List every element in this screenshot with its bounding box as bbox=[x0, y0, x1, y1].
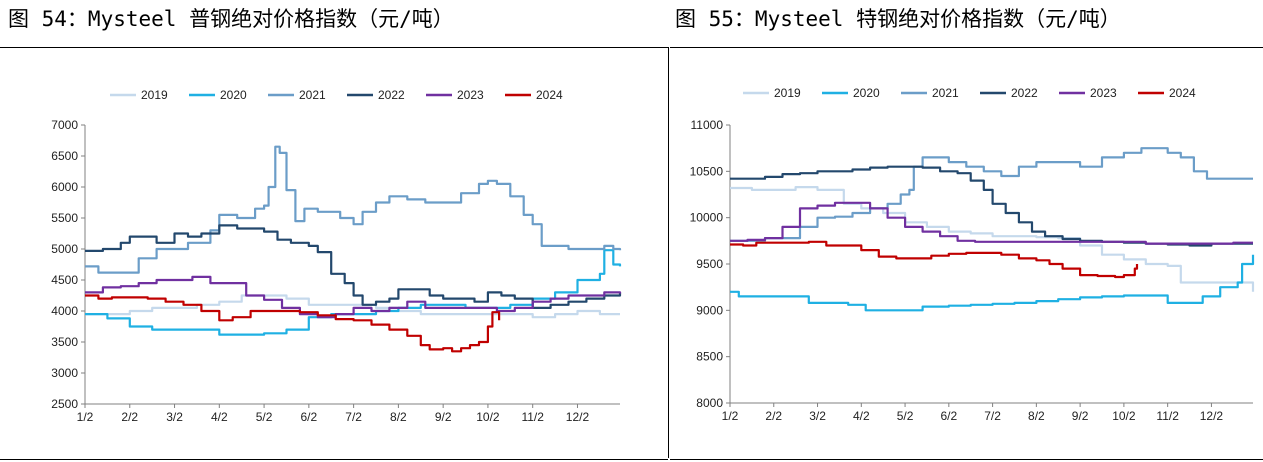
legend-label: 2019 bbox=[141, 88, 168, 102]
x-tick-label: 9/2 bbox=[1072, 409, 1089, 423]
x-tick-label: 10/2 bbox=[476, 410, 500, 424]
y-tick-label: 5000 bbox=[51, 242, 78, 256]
y-tick-label: 9000 bbox=[696, 303, 723, 317]
x-tick-label: 9/2 bbox=[435, 410, 452, 424]
legend-label: 2024 bbox=[536, 88, 563, 102]
bottom-divider bbox=[670, 459, 1263, 460]
series-line-2020 bbox=[730, 255, 1253, 311]
legend-label: 2020 bbox=[220, 88, 247, 102]
y-tick-label: 5500 bbox=[51, 211, 78, 225]
legend-item-2021: 2021 bbox=[268, 88, 326, 102]
x-tick-label: 4/2 bbox=[853, 409, 870, 423]
x-tick-label: 11/2 bbox=[1156, 409, 1179, 423]
legend-label: 2020 bbox=[853, 86, 880, 100]
legend-item-2020: 2020 bbox=[822, 86, 880, 100]
series-line-2021 bbox=[85, 147, 620, 273]
legend-item-2022: 2022 bbox=[347, 88, 405, 102]
chart-steel-index: 2500 3000 3500 4000 4500 5000 5500 6000 6500 7000… bbox=[0, 0, 668, 462]
y-tick-label: 10000 bbox=[690, 211, 724, 225]
legend-item-2023: 2023 bbox=[426, 88, 484, 102]
y-tick-label: 6500 bbox=[51, 149, 78, 163]
x-tick-label: 5/2 bbox=[256, 410, 273, 424]
x-tick-label: 6/2 bbox=[301, 410, 318, 424]
x-tick-label: 8/2 bbox=[390, 410, 407, 424]
series-line-2022 bbox=[85, 225, 620, 308]
legend-item-2019: 2019 bbox=[743, 86, 801, 100]
legend-item-2024: 2024 bbox=[505, 88, 563, 102]
y-tick-label: 3500 bbox=[51, 335, 78, 349]
legend-item-2024: 2024 bbox=[1138, 86, 1196, 100]
legend-label: 2021 bbox=[299, 88, 326, 102]
legend-label: 2022 bbox=[378, 88, 405, 102]
y-tick-label: 9500 bbox=[696, 257, 723, 271]
chart-panel-55: 图 55：Mysteel 特钢绝对价格指数（元/吨） 8000 8500 9000 9… bbox=[670, 0, 1263, 462]
legend-item-2020: 2020 bbox=[189, 88, 247, 102]
y-tick-label: 7000 bbox=[51, 118, 78, 132]
legend-label: 2022 bbox=[1011, 86, 1038, 100]
legend-label: 2024 bbox=[1169, 86, 1196, 100]
legend-label: 2023 bbox=[457, 88, 484, 102]
y-tick-label: 2500 bbox=[51, 397, 78, 411]
series-line-2023 bbox=[730, 203, 1253, 244]
x-tick-label: 3/2 bbox=[166, 410, 183, 424]
x-tick-label: 12/2 bbox=[1200, 409, 1224, 423]
legend-item-2021: 2021 bbox=[901, 86, 959, 100]
series-line-2024 bbox=[730, 242, 1137, 277]
x-tick-label: 1/2 bbox=[722, 409, 739, 423]
x-tick-label: 1/2 bbox=[77, 410, 94, 424]
x-tick-label: 2/2 bbox=[121, 410, 138, 424]
panel-separator bbox=[668, 47, 669, 458]
legend-label: 2021 bbox=[932, 86, 959, 100]
y-tick-label: 11000 bbox=[691, 118, 724, 132]
legend-item-2022: 2022 bbox=[980, 86, 1038, 100]
x-tick-label: 11/2 bbox=[521, 410, 544, 424]
chart-special-steel-index: 8000 8500 9000 9500 10000 10500 11000 1/2 2/2 3/2… bbox=[670, 0, 1263, 462]
legend-item-2023: 2023 bbox=[1059, 86, 1117, 100]
y-tick-label: 4500 bbox=[51, 273, 78, 287]
chart-panel-54: 图 54：Mysteel 普钢绝对价格指数（元/吨） 2500 3000 3500 4… bbox=[0, 0, 668, 462]
x-tick-label: 2/2 bbox=[765, 409, 782, 423]
y-tick-label: 3000 bbox=[51, 366, 78, 380]
y-tick-label: 6000 bbox=[51, 180, 78, 194]
x-tick-label: 5/2 bbox=[897, 409, 914, 423]
legend-label: 2019 bbox=[774, 86, 801, 100]
bottom-divider bbox=[0, 459, 668, 460]
x-tick-label: 8/2 bbox=[1028, 409, 1045, 423]
legend-label: 2023 bbox=[1090, 86, 1117, 100]
y-tick-label: 4000 bbox=[51, 304, 78, 318]
x-tick-label: 7/2 bbox=[984, 409, 1001, 423]
x-tick-label: 7/2 bbox=[345, 410, 362, 424]
x-tick-label: 12/2 bbox=[566, 410, 590, 424]
legend-item-2019: 2019 bbox=[110, 88, 168, 102]
x-tick-label: 3/2 bbox=[809, 409, 826, 423]
y-tick-label: 8000 bbox=[696, 396, 723, 410]
x-tick-label: 10/2 bbox=[1112, 409, 1136, 423]
x-tick-label: 4/2 bbox=[211, 410, 228, 424]
x-tick-label: 6/2 bbox=[940, 409, 957, 423]
y-tick-label: 10500 bbox=[690, 164, 724, 178]
y-tick-label: 8500 bbox=[696, 350, 723, 364]
